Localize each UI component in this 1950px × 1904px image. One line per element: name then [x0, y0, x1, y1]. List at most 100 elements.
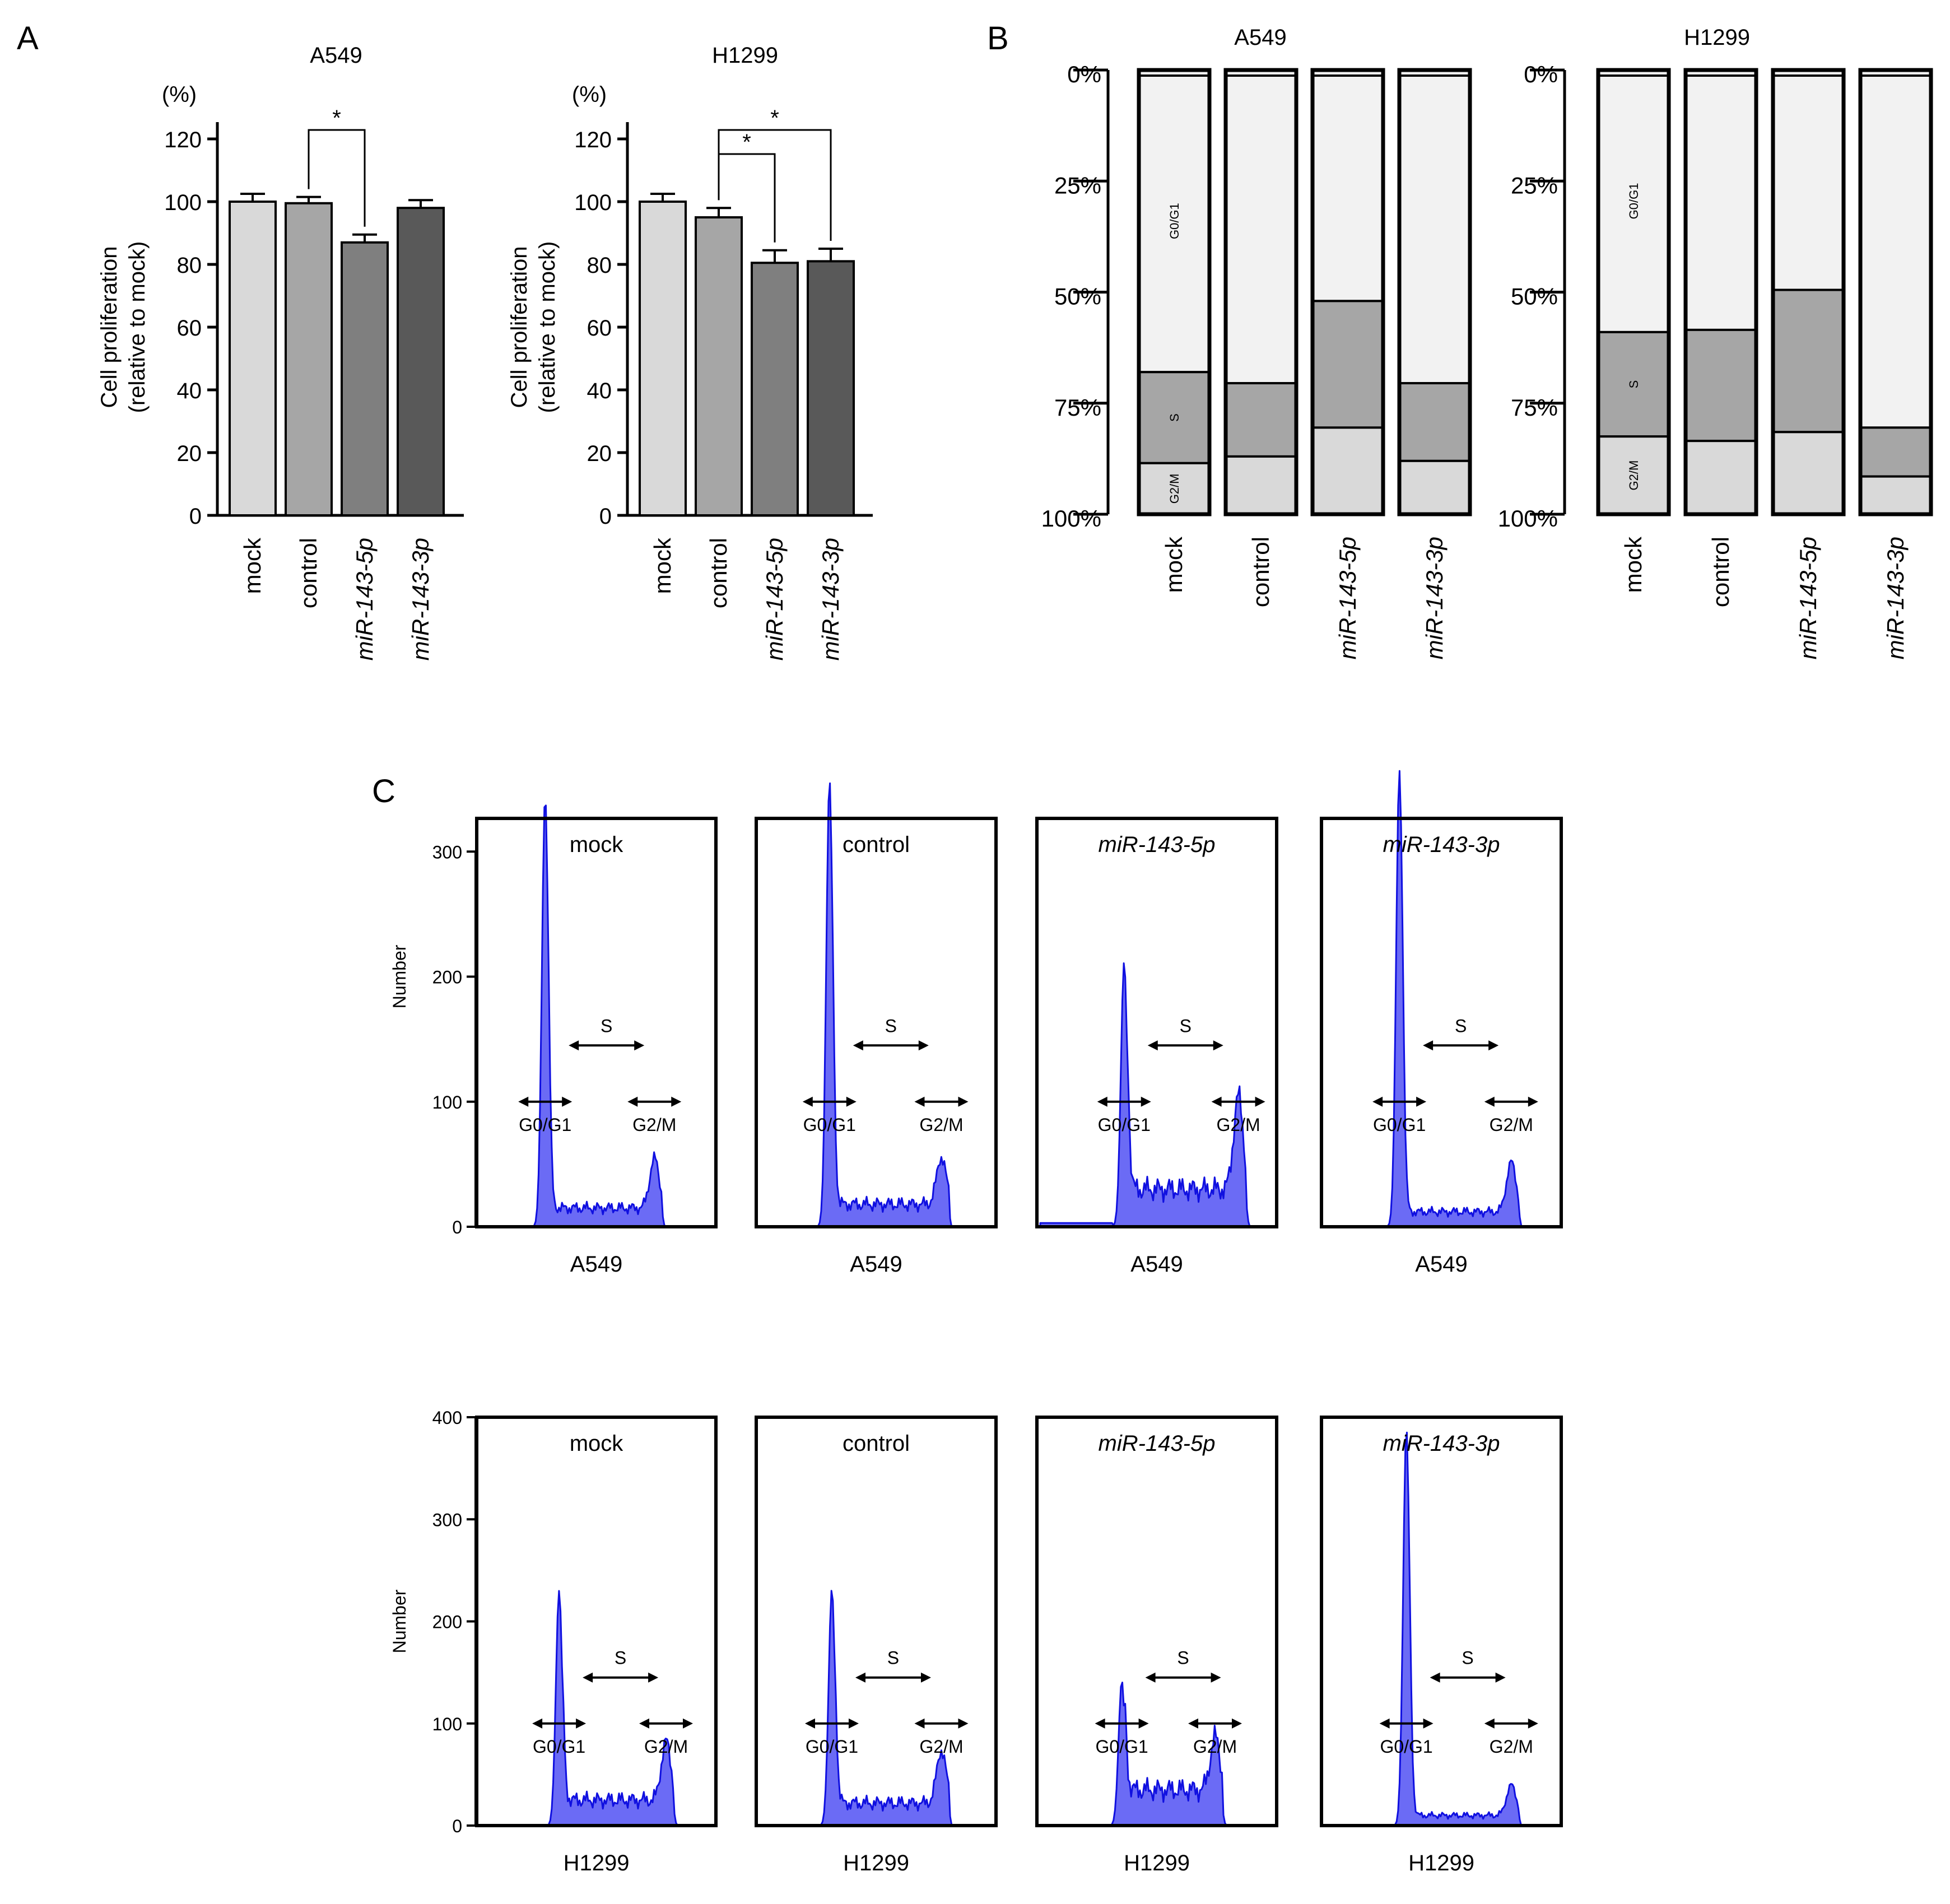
histogram-title: miR-143-5p — [1099, 1431, 1216, 1456]
significance-star: * — [770, 106, 779, 131]
g0g1-label: G0/G1 — [803, 1115, 856, 1135]
g0g1-range-arrow-head-right — [1138, 1718, 1149, 1729]
x-tick-label-mir-143-5p: miR-143-5p — [761, 538, 788, 660]
bar-chart-h1299: H1299 (%) Cell proliferation (relative to m… — [507, 43, 873, 660]
g2m-label: G2/M — [919, 1737, 963, 1757]
g2m-label: G2/M — [1490, 1737, 1533, 1757]
histogram-box-bg — [756, 818, 996, 1227]
s-range-arrow-head-right — [1211, 1672, 1221, 1683]
s-range-arrow-head-right — [1495, 1672, 1506, 1683]
s-phase-label: S — [1455, 1016, 1467, 1036]
cell-cycle-chart-h1299: H1299 0% 25% 50% 75% 100% G0/G1 S G2/M mock contro… — [1498, 25, 1933, 659]
y-tick-label: 100 — [164, 190, 202, 215]
histogram-box-bg — [1321, 1417, 1561, 1826]
y-tick-label: 300 — [432, 1510, 462, 1530]
segment-g2-m-mir-143-3p — [1859, 475, 1932, 515]
y-tick-label: 50% — [1511, 283, 1558, 310]
x-tick-label-mir-143-5p: miR-143-5p — [1795, 537, 1821, 659]
y-tick-label: 80 — [587, 253, 612, 278]
segment-g0-g1-mir-143-5p — [1772, 69, 1845, 291]
g2m-range-arrow-head-left — [1484, 1096, 1495, 1107]
s-phase-label: S — [885, 1016, 897, 1036]
s-phase-label: S — [1180, 1016, 1192, 1036]
s-phase-label: S — [615, 1648, 626, 1668]
s-range-arrow-head-right — [1213, 1040, 1223, 1051]
bar-mock — [229, 201, 277, 516]
phase-label-s: S — [1627, 380, 1641, 389]
segment-g2-m-mir-143-3p — [1398, 459, 1471, 516]
segment-s-control — [1225, 382, 1297, 458]
g2m-range-arrow-head-right — [958, 1718, 969, 1729]
g2m-label: G2/M — [1490, 1115, 1533, 1135]
column-frame-mir-143-5p — [1771, 68, 1846, 516]
y-tick-label: 75% — [1511, 394, 1558, 421]
cell-line-label: H1299 — [843, 1851, 909, 1875]
x-tick-label-control: control — [1707, 537, 1734, 607]
g0g1-range-arrow-head-left — [1379, 1718, 1390, 1729]
histogram-frame — [1035, 1416, 1278, 1827]
x-tick-label-mir-143-3p: miR-143-3p — [1882, 537, 1909, 659]
g0g1-range-arrow-head-right — [1423, 1718, 1434, 1729]
x-tick-label-control: control — [1248, 537, 1274, 607]
bar-mock — [639, 201, 687, 516]
x-tick-label-mir-143-3p: miR-143-3p — [1421, 537, 1448, 659]
segment-s-mir-143-5p — [1311, 300, 1384, 429]
g2m-label: G2/M — [632, 1115, 676, 1135]
histogram-title: mock — [570, 832, 624, 857]
x-tick-label-mir-143-5p: miR-143-5p — [1334, 537, 1361, 659]
segment-g0-g1-mir-143-5p — [1311, 69, 1384, 302]
g2m-label: G2/M — [919, 1115, 963, 1135]
y-tick-label: 40 — [587, 379, 612, 403]
s-range-arrow-head-left — [1145, 1672, 1156, 1683]
g2m-label: G2/M — [644, 1737, 688, 1757]
panel-label-a: A — [17, 20, 39, 57]
histogram-title: miR-143-3p — [1383, 1431, 1500, 1456]
phase-label-s: S — [1167, 413, 1181, 422]
significance-star: * — [332, 106, 341, 131]
g0g1-label: G0/G1 — [1380, 1737, 1432, 1757]
y-tick-label: 0% — [1524, 61, 1558, 87]
s-range-arrow-head-left — [1147, 1040, 1158, 1051]
column-frame-mir-143-5p — [1310, 68, 1385, 516]
segment-g2-m-control — [1684, 440, 1757, 516]
cell-line-label: H1299 — [1124, 1851, 1190, 1875]
g2m-range-arrow-head-right — [958, 1096, 969, 1107]
g2m-range-arrow-head-left — [627, 1096, 638, 1107]
x-tick-label-mir-143-3p: miR-143-3p — [817, 538, 844, 660]
g0g1-range-arrow-head-left — [518, 1096, 529, 1107]
cell-line-label: H1299 — [564, 1851, 630, 1875]
s-range-arrow-head-left — [583, 1672, 593, 1683]
g0g1-range-arrow-head-right — [1416, 1096, 1427, 1107]
histogram-title: control — [843, 832, 910, 857]
y-axis-label: Number — [389, 944, 409, 1008]
g0g1-range-arrow-head-right — [1141, 1096, 1151, 1107]
y-tick-label: 20 — [177, 441, 202, 466]
cell-line-label: A549 — [850, 1252, 902, 1277]
histogram-frame — [755, 1416, 998, 1827]
significance-bracket — [718, 129, 832, 241]
segment-g0-g1-control — [1225, 69, 1297, 385]
y-tick-label: 100% — [1041, 505, 1101, 532]
segment-g0-g1-control — [1684, 69, 1757, 331]
histogram-box-bg — [1037, 1417, 1277, 1826]
s-phase-label: S — [601, 1016, 612, 1036]
bar-control — [285, 202, 333, 516]
column-frame-mock — [1596, 68, 1671, 516]
segment-s-mir-143-3p — [1859, 426, 1932, 478]
y-tick-label: 100% — [1498, 505, 1558, 532]
x-tick-label-mir-143-5p: miR-143-5p — [351, 538, 378, 660]
significance-star: * — [742, 130, 751, 155]
y-tick-label: 120 — [574, 128, 612, 152]
cell-line-label: H1299 — [1408, 1851, 1474, 1875]
g2m-range-arrow-head-right — [1528, 1096, 1538, 1107]
s-range-arrow-head-left — [853, 1040, 863, 1051]
bar-chart-a549: A549 (%) Cell proliferation (relative to mo… — [97, 43, 464, 660]
g0g1-range-arrow-head-left — [1095, 1718, 1105, 1729]
y-axis-label-line2: (relative to mock) — [535, 241, 560, 413]
g0g1-range-arrow-head-right — [562, 1096, 573, 1107]
g2m-range-arrow-head-right — [671, 1096, 682, 1107]
bar-mir-143-3p — [397, 207, 445, 516]
x-tick-label-mock: mock — [1161, 536, 1187, 593]
g0g1-range-arrow-head-left — [532, 1718, 543, 1729]
